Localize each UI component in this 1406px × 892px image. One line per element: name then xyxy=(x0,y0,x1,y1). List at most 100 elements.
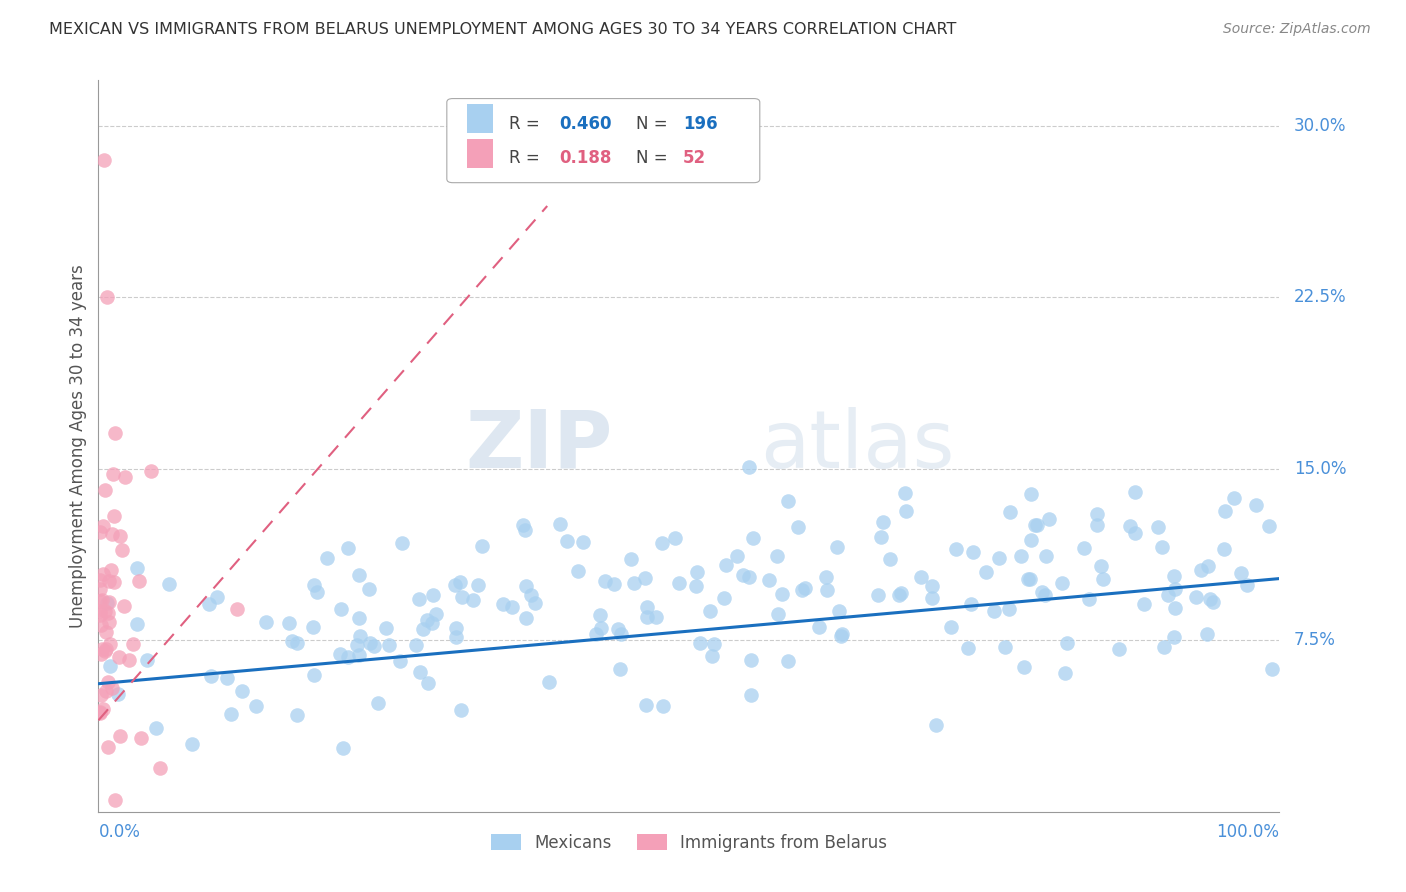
Point xyxy=(515,611,537,625)
Point xyxy=(89,574,111,588)
Point xyxy=(93,519,115,533)
Point xyxy=(97,675,120,690)
Point xyxy=(180,737,202,751)
Text: MEXICAN VS IMMIGRANTS FROM BELARUS UNEMPLOYMENT AMONG AGES 30 TO 34 YEARS CORREL: MEXICAN VS IMMIGRANTS FROM BELARUS UNEMP… xyxy=(49,22,956,37)
Point xyxy=(422,588,444,602)
Point xyxy=(449,574,471,589)
Text: atlas: atlas xyxy=(759,407,955,485)
Point xyxy=(828,604,851,618)
Point xyxy=(367,696,389,710)
Point xyxy=(609,662,631,676)
Point xyxy=(664,532,686,546)
Point xyxy=(97,607,120,621)
Point xyxy=(450,702,472,716)
Point xyxy=(1223,491,1246,506)
Point xyxy=(89,706,111,720)
Point xyxy=(1085,518,1108,533)
Point xyxy=(962,545,984,559)
Point xyxy=(872,515,894,529)
Point xyxy=(104,426,127,441)
Point xyxy=(815,582,838,597)
Point xyxy=(388,654,411,668)
Point xyxy=(501,600,523,615)
Point xyxy=(127,617,149,632)
Point xyxy=(740,688,762,702)
Point xyxy=(98,574,121,588)
Point xyxy=(515,578,537,592)
Point xyxy=(1123,485,1146,500)
Point xyxy=(451,590,474,604)
Point xyxy=(90,618,112,632)
Point xyxy=(231,683,253,698)
Point xyxy=(1090,558,1112,573)
Text: 0.0%: 0.0% xyxy=(98,822,141,840)
Point xyxy=(714,558,737,573)
Point xyxy=(100,527,122,541)
Point xyxy=(1199,592,1222,607)
Point xyxy=(446,630,468,644)
Point xyxy=(585,626,607,640)
Point xyxy=(890,586,912,600)
Point xyxy=(89,524,111,539)
Point xyxy=(254,615,277,630)
Point xyxy=(700,648,723,663)
Point xyxy=(91,702,114,716)
Point xyxy=(537,674,560,689)
Point xyxy=(444,578,467,592)
Point xyxy=(713,591,735,605)
Point xyxy=(1019,487,1042,501)
Point xyxy=(101,467,124,482)
Text: 0.460: 0.460 xyxy=(560,115,612,133)
Point xyxy=(93,153,115,168)
Point xyxy=(89,582,111,596)
Point xyxy=(737,570,759,584)
Bar xyxy=(467,104,494,133)
Point xyxy=(1123,525,1146,540)
Point xyxy=(359,636,381,650)
Point xyxy=(278,615,301,630)
Point xyxy=(894,486,917,500)
Text: 7.5%: 7.5% xyxy=(1294,632,1336,649)
Point xyxy=(149,761,172,775)
Point xyxy=(467,578,489,592)
Point xyxy=(1019,572,1042,586)
Text: 52: 52 xyxy=(683,149,706,168)
Point xyxy=(689,636,711,650)
Point xyxy=(96,684,118,698)
Point xyxy=(1031,585,1053,599)
Point xyxy=(378,638,401,652)
Point xyxy=(89,608,111,623)
Point xyxy=(770,587,793,601)
Point xyxy=(108,528,131,542)
Point xyxy=(1261,662,1284,676)
Point xyxy=(416,613,439,627)
Text: 0.188: 0.188 xyxy=(560,149,612,168)
Point xyxy=(879,552,901,566)
Point xyxy=(1085,507,1108,521)
Point xyxy=(941,620,963,634)
Point xyxy=(94,643,117,657)
Point xyxy=(786,520,808,534)
Point xyxy=(1147,519,1170,533)
Text: R =: R = xyxy=(509,115,540,133)
Point xyxy=(555,533,578,548)
Point xyxy=(994,640,1017,654)
Point xyxy=(221,707,243,722)
Point xyxy=(104,793,127,807)
Point xyxy=(636,610,658,624)
Point xyxy=(1108,642,1130,657)
Point xyxy=(1035,549,1057,564)
Point xyxy=(94,624,117,639)
Point xyxy=(685,565,707,579)
Text: 196: 196 xyxy=(683,115,717,133)
Point xyxy=(1164,582,1187,597)
Point xyxy=(349,629,371,643)
Point xyxy=(776,493,799,508)
Point xyxy=(245,699,267,714)
Point xyxy=(145,721,167,735)
Point xyxy=(945,542,967,557)
Point xyxy=(330,602,353,616)
Point xyxy=(1056,636,1078,650)
Point xyxy=(101,681,124,695)
Point xyxy=(520,588,543,602)
